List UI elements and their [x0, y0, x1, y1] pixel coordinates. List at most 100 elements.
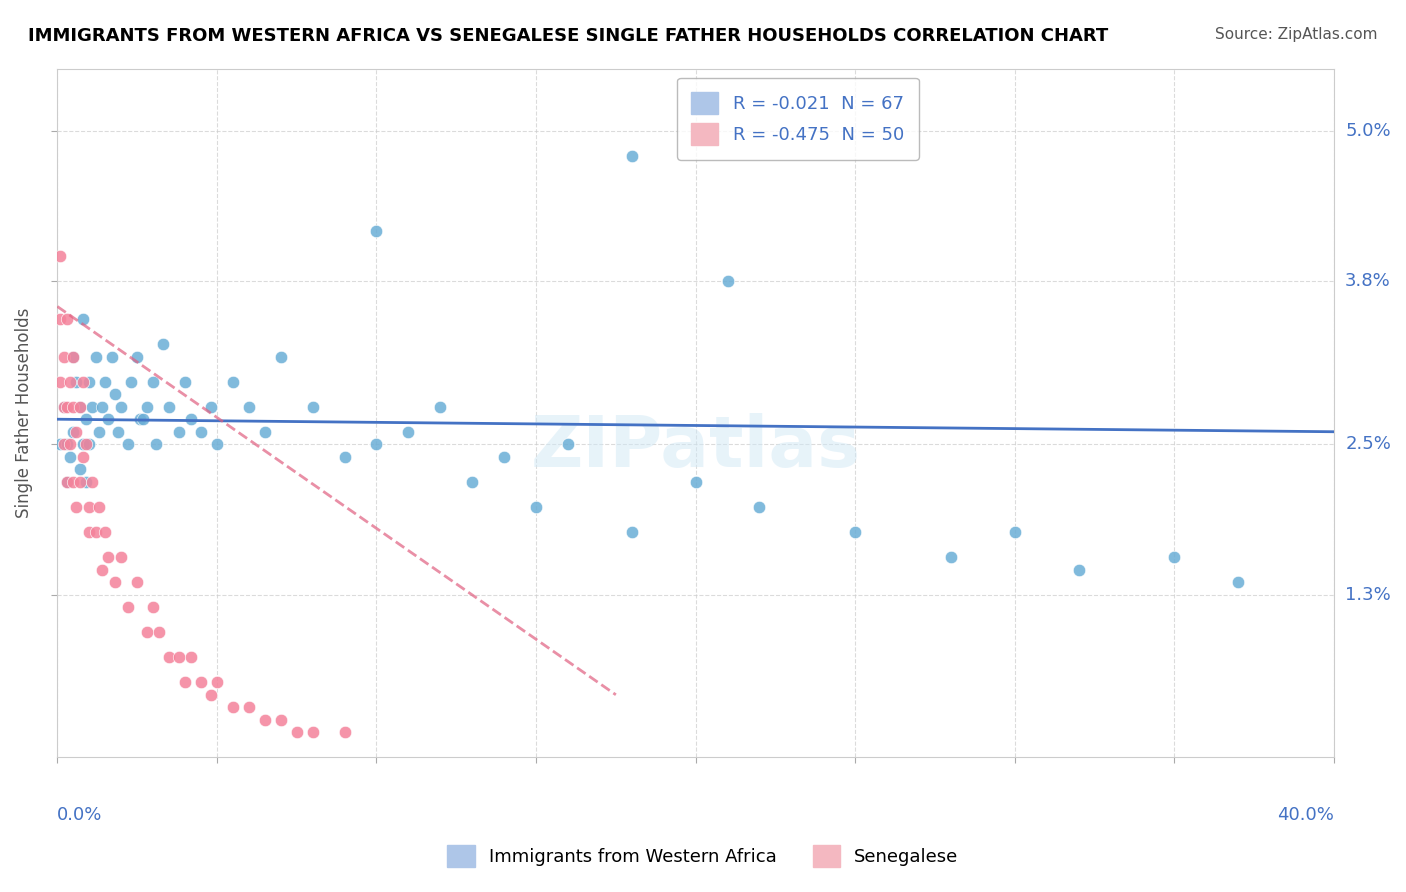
Point	[56, 400, 79, 414]
Point	[84, 350, 107, 364]
Point	[97, 549, 120, 564]
Point	[524, 500, 547, 514]
Text: 3.8%: 3.8%	[1346, 272, 1391, 291]
Point	[174, 675, 197, 690]
Point	[127, 350, 149, 364]
Point	[127, 575, 149, 590]
Point	[180, 412, 202, 426]
Point	[94, 524, 117, 539]
Point	[110, 400, 132, 414]
Point	[167, 425, 190, 439]
Point	[333, 725, 356, 739]
Point	[620, 149, 643, 163]
Point	[52, 400, 75, 414]
Point	[82, 475, 104, 489]
Point	[52, 437, 75, 451]
Point	[494, 450, 516, 464]
Point	[77, 500, 100, 514]
Point	[69, 400, 91, 414]
Point	[685, 475, 707, 489]
Point	[148, 625, 170, 640]
Point	[285, 725, 308, 739]
Point	[104, 387, 127, 401]
Point	[200, 400, 222, 414]
Point	[49, 375, 72, 389]
Point	[461, 475, 484, 489]
Point	[1163, 549, 1185, 564]
Point	[333, 450, 356, 464]
Point	[56, 475, 79, 489]
Point	[135, 400, 157, 414]
Point	[87, 500, 110, 514]
Point	[129, 412, 152, 426]
Point	[56, 475, 79, 489]
Point	[270, 713, 292, 727]
Point	[75, 412, 97, 426]
Point	[87, 425, 110, 439]
Point	[1004, 524, 1026, 539]
Point	[167, 650, 190, 665]
Point	[301, 400, 323, 414]
Point	[77, 375, 100, 389]
Point	[120, 375, 142, 389]
Point	[77, 524, 100, 539]
Point	[200, 688, 222, 702]
Legend: Immigrants from Western Africa, Senegalese: Immigrants from Western Africa, Senegale…	[440, 838, 966, 874]
Point	[49, 437, 72, 451]
Point	[844, 524, 866, 539]
Point	[152, 337, 174, 351]
Point	[72, 450, 94, 464]
Point	[91, 400, 114, 414]
Point	[72, 437, 94, 451]
Point	[49, 312, 72, 326]
Point	[52, 350, 75, 364]
Point	[205, 437, 228, 451]
Point	[97, 412, 120, 426]
Point	[135, 625, 157, 640]
Point	[253, 425, 276, 439]
Y-axis label: Single Father Households: Single Father Households	[15, 308, 32, 518]
Point	[62, 400, 84, 414]
Point	[1227, 575, 1250, 590]
Point	[145, 437, 167, 451]
Point	[396, 425, 419, 439]
Point	[180, 650, 202, 665]
Text: 5.0%: 5.0%	[1346, 122, 1391, 140]
Point	[94, 375, 117, 389]
Point	[56, 437, 79, 451]
Point	[238, 700, 260, 714]
Point	[75, 475, 97, 489]
Point	[65, 500, 87, 514]
Text: 2.5%: 2.5%	[1346, 435, 1391, 453]
Point	[59, 437, 82, 451]
Point	[82, 400, 104, 414]
Point	[117, 437, 139, 451]
Point	[62, 475, 84, 489]
Text: Source: ZipAtlas.com: Source: ZipAtlas.com	[1215, 27, 1378, 42]
Point	[716, 275, 738, 289]
Point	[62, 350, 84, 364]
Point	[72, 375, 94, 389]
Point	[270, 350, 292, 364]
Point	[49, 249, 72, 263]
Point	[59, 450, 82, 464]
Point	[117, 600, 139, 615]
Point	[104, 575, 127, 590]
Point	[366, 437, 388, 451]
Point	[110, 549, 132, 564]
Point	[65, 375, 87, 389]
Point	[65, 425, 87, 439]
Text: 1.3%: 1.3%	[1346, 585, 1391, 604]
Point	[77, 437, 100, 451]
Text: ZIPatlas: ZIPatlas	[530, 413, 860, 482]
Text: 0.0%: 0.0%	[58, 805, 103, 823]
Point	[72, 312, 94, 326]
Point	[62, 350, 84, 364]
Point	[620, 524, 643, 539]
Point	[107, 425, 129, 439]
Point	[205, 675, 228, 690]
Point	[557, 437, 579, 451]
Point	[366, 224, 388, 238]
Point	[69, 400, 91, 414]
Point	[253, 713, 276, 727]
